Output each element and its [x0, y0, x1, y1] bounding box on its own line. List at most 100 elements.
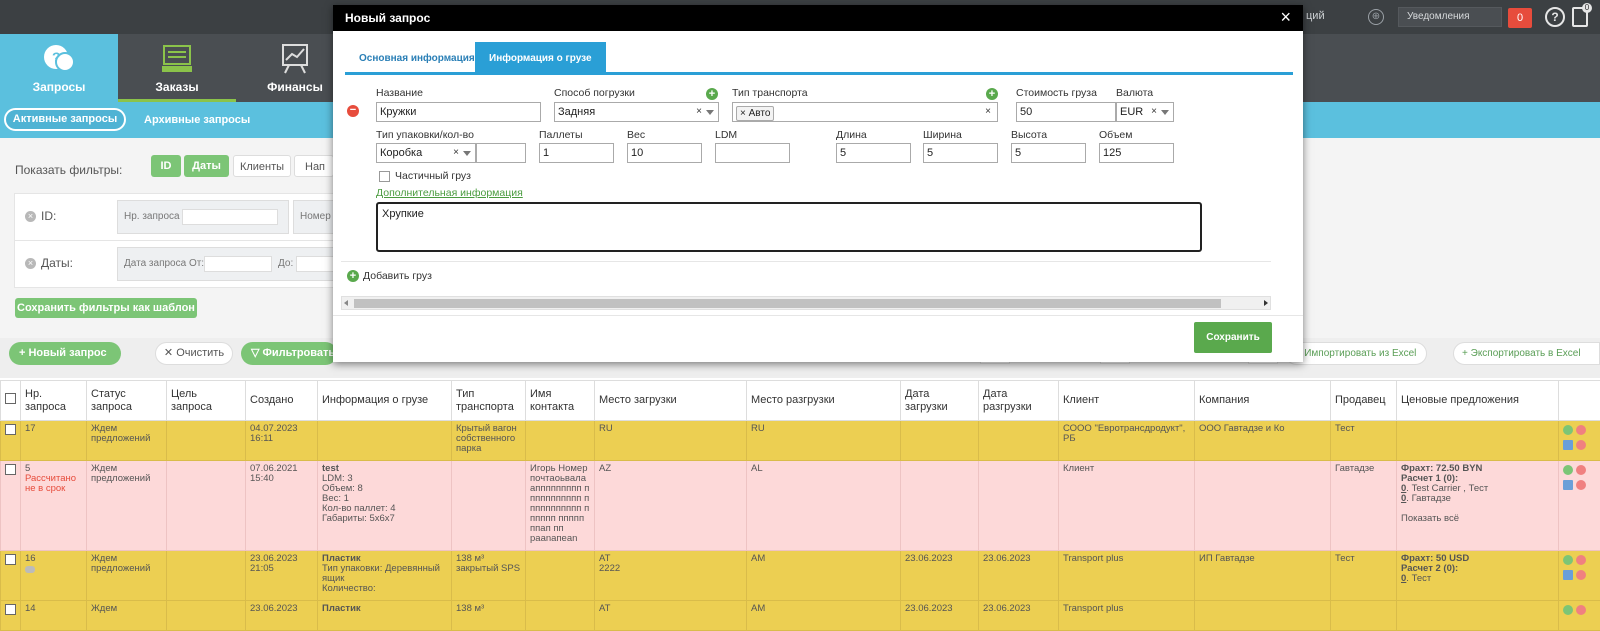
- request-id[interactable]: 5: [25, 463, 31, 474]
- clear-icon[interactable]: ×: [696, 106, 702, 117]
- documents-icon[interactable]: 0: [1572, 3, 1592, 27]
- column-header[interactable]: Дата разгрузки: [978, 380, 1059, 421]
- clear-icon[interactable]: ×: [1151, 106, 1157, 117]
- delete-icon[interactable]: [1576, 555, 1586, 565]
- column-header[interactable]: Продавец: [1330, 380, 1397, 421]
- remove-cargo-icon[interactable]: −: [347, 105, 359, 117]
- new-request-button[interactable]: + Новый запрос: [9, 342, 121, 365]
- weight-input[interactable]: 10: [627, 143, 702, 163]
- pallets-input[interactable]: 1: [539, 143, 614, 163]
- select-all-checkbox[interactable]: [5, 393, 16, 404]
- request-number-filter[interactable]: Нр. запроса: [117, 200, 289, 234]
- transport-type-select[interactable]: × Авто ×: [732, 102, 998, 122]
- column-header[interactable]: Место разгрузки: [746, 380, 901, 421]
- add-transport-icon[interactable]: +: [986, 88, 998, 100]
- cargo-name-input[interactable]: Кружки: [376, 102, 541, 122]
- transport-tag[interactable]: × Авто: [736, 106, 775, 121]
- row-select-cell[interactable]: [0, 600, 21, 631]
- notifications-button[interactable]: Уведомления: [1398, 7, 1502, 27]
- offer-count-link[interactable]: 0: [1401, 493, 1407, 504]
- table-row[interactable]: 17 Ждем предложений 04.07.2023 16:11 Кры…: [0, 420, 1600, 461]
- column-header[interactable]: Клиент: [1058, 380, 1195, 421]
- globe-icon[interactable]: ⊕: [1368, 9, 1384, 25]
- offer-count-link[interactable]: 0: [1401, 573, 1407, 584]
- remove-icon[interactable]: [1576, 440, 1586, 450]
- extra-info-textarea[interactable]: Хрупкие: [376, 202, 1202, 252]
- tab-main-info[interactable]: Основная информация: [359, 53, 475, 64]
- column-header[interactable]: Статус запроса: [86, 380, 167, 421]
- height-input[interactable]: 5: [1011, 143, 1086, 163]
- select-all-cell[interactable]: [0, 380, 21, 421]
- approve-icon[interactable]: [1563, 425, 1573, 435]
- filter-tab-dates[interactable]: Даты: [184, 155, 229, 177]
- cargo-cost-input[interactable]: 50: [1016, 102, 1116, 122]
- date-to-input[interactable]: [296, 256, 336, 272]
- request-id[interactable]: 16: [25, 553, 36, 564]
- scroll-right-arrow-icon[interactable]: [1264, 300, 1268, 306]
- column-header[interactable]: Дата загрузки: [900, 380, 979, 421]
- add-cargo-icon[interactable]: +: [347, 270, 359, 282]
- nav-item-requests[interactable]: ? Запросы: [0, 34, 118, 102]
- table-row[interactable]: 5 Рассчитано не в срок Ждем предложений 0…: [0, 460, 1600, 551]
- package-qty-input[interactable]: [476, 143, 526, 163]
- remove-filter-icon[interactable]: ×: [25, 211, 36, 222]
- approve-icon[interactable]: [1563, 605, 1573, 615]
- package-type-select[interactable]: Коробка ×: [376, 143, 476, 163]
- delete-icon[interactable]: [1576, 425, 1586, 435]
- nav-item-finance[interactable]: Финансы: [236, 34, 354, 102]
- clear-button[interactable]: ✕ Очистить: [155, 342, 233, 365]
- width-input[interactable]: 5: [923, 143, 998, 163]
- ldm-input[interactable]: [715, 143, 790, 163]
- partial-cargo-checkbox[interactable]: [379, 171, 390, 182]
- row-select-cell[interactable]: [0, 460, 21, 551]
- table-row[interactable]: 16 Ждем предложений 23.06.2023 21:05 Пла…: [0, 550, 1600, 601]
- offer-count-link[interactable]: 0: [1401, 483, 1407, 494]
- delete-icon[interactable]: [1576, 605, 1586, 615]
- filter-tab-id[interactable]: ID: [151, 155, 181, 177]
- remove-filter-icon[interactable]: ×: [25, 258, 36, 269]
- remove-icon[interactable]: [1576, 570, 1586, 580]
- filter-button[interactable]: ▽ Фильтровать: [241, 342, 337, 365]
- row-checkbox[interactable]: [5, 554, 16, 565]
- request-number-input[interactable]: [182, 209, 278, 225]
- request-id-cell[interactable]: 5 Рассчитано не в срок: [20, 460, 87, 551]
- request-id[interactable]: 14: [20, 600, 87, 631]
- scrollbar-thumb[interactable]: [354, 299, 1221, 308]
- column-header[interactable]: Тип транспорта: [451, 380, 526, 421]
- horizontal-scrollbar[interactable]: [341, 296, 1271, 310]
- table-row[interactable]: 14 Ждем 23.06.2023 Пластик 138 м³ AT AM …: [0, 600, 1600, 631]
- loading-method-select[interactable]: Задняя ×: [554, 102, 719, 122]
- save-filters-template-button[interactable]: Сохранить фильтры как шаблон: [15, 298, 197, 318]
- column-header[interactable]: Информация о грузе: [317, 380, 452, 421]
- filter-tab-direction[interactable]: Нап: [294, 155, 334, 177]
- row-select-cell[interactable]: [0, 420, 21, 461]
- column-header[interactable]: Компания: [1194, 380, 1331, 421]
- save-button[interactable]: Сохранить: [1194, 322, 1272, 353]
- scroll-left-arrow-icon[interactable]: [344, 300, 348, 306]
- book-icon[interactable]: [1563, 440, 1573, 450]
- row-checkbox[interactable]: [5, 604, 16, 615]
- help-icon[interactable]: ?: [1545, 7, 1565, 27]
- currency-select[interactable]: EUR ×: [1116, 102, 1174, 122]
- approve-icon[interactable]: [1563, 555, 1573, 565]
- approve-icon[interactable]: [1563, 465, 1573, 475]
- column-header[interactable]: Нр. запроса: [20, 380, 87, 421]
- delete-icon[interactable]: [1576, 465, 1586, 475]
- column-header[interactable]: Создано: [245, 380, 318, 421]
- clear-icon[interactable]: ×: [453, 147, 459, 158]
- tab-cargo-info[interactable]: Информация о грузе: [475, 42, 606, 75]
- nav-item-orders[interactable]: Заказы: [118, 34, 236, 102]
- column-header[interactable]: Цель запроса: [166, 380, 246, 421]
- show-all-link[interactable]: Показать всё: [1401, 513, 1459, 524]
- book-icon[interactable]: [1563, 570, 1573, 580]
- add-loading-icon[interactable]: +: [706, 88, 718, 100]
- clear-icon[interactable]: ×: [985, 106, 991, 117]
- book-icon[interactable]: [1563, 480, 1573, 490]
- chevron-down-icon[interactable]: [463, 151, 471, 156]
- export-excel-button[interactable]: + Экспортировать в Excel: [1453, 342, 1600, 365]
- extra-info-link[interactable]: Дополнительная информация: [376, 187, 523, 199]
- remove-icon[interactable]: [1576, 480, 1586, 490]
- chevron-down-icon[interactable]: [706, 110, 714, 115]
- row-select-cell[interactable]: [0, 550, 21, 601]
- length-input[interactable]: 5: [836, 143, 911, 163]
